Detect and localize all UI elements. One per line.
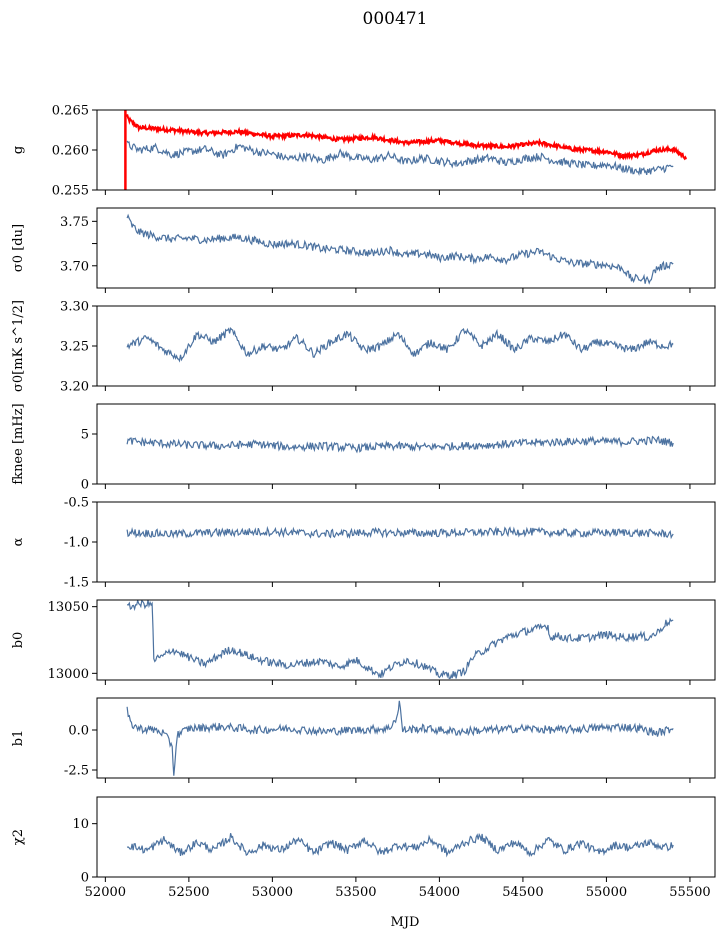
series-line-5-1 <box>126 525 674 540</box>
x-tick-label: 52000 <box>85 885 126 900</box>
axes-frame-6 <box>96 599 716 681</box>
y-tick-label: 3.30 <box>60 300 89 315</box>
y-tick-label: 13000 <box>48 667 89 682</box>
series-line-3-1 <box>126 327 674 363</box>
y-axis-label-8: χ2 <box>11 829 26 845</box>
x-tick-label: 55500 <box>669 885 710 900</box>
axes-frame-8 <box>96 796 716 878</box>
series-line-6-1 <box>126 600 674 680</box>
series-line-1-1 <box>124 113 687 161</box>
panel-3: 3.20 3.25 3.30 σ0[mK s^1/2] <box>11 300 716 395</box>
y-tick-label: 0.265 <box>52 104 89 119</box>
x-axis-label: MJD <box>391 915 420 930</box>
series-line-2-1 <box>126 213 674 285</box>
panel-7: -2.5 0.0 b1 <box>11 697 716 783</box>
y-tick-label: 0.260 <box>52 144 89 159</box>
series-line-8-1 <box>126 832 674 858</box>
x-tick-label: 53000 <box>252 885 293 900</box>
y-tick-label: 3.75 <box>60 215 89 230</box>
panel-1: 0.255 0.260 0.265 g <box>11 104 716 199</box>
y-tick-label: -2.5 <box>64 764 89 779</box>
y-tick-label: 0 <box>81 478 89 493</box>
y-tick-label: 0.255 <box>52 184 89 199</box>
y-tick-label: 5 <box>81 428 89 443</box>
y-axis-label-5: α <box>11 537 26 546</box>
y-axis-label-6: b0 <box>11 632 26 649</box>
x-tick-label: 52500 <box>168 885 209 900</box>
y-tick-label: 0.0 <box>68 724 89 739</box>
y-axis-label-2: σ0 [du] <box>11 224 26 272</box>
y-tick-label: 3.70 <box>60 259 89 274</box>
panel-2: 3.70 3.75 σ0 [du] <box>11 207 716 293</box>
chart-title: 000471 <box>363 9 428 29</box>
x-tick-label: 54000 <box>419 885 460 900</box>
y-axis-label-4: fknee [mHz] <box>11 403 26 484</box>
y-tick-label: -1.0 <box>64 536 89 551</box>
panel-6: 13000 13050 b0 <box>11 599 716 685</box>
x-tick-label: 55000 <box>586 885 627 900</box>
y-tick-label: 3.25 <box>60 340 89 355</box>
series-line-7-1 <box>126 700 674 776</box>
axes-frame-2 <box>96 207 716 289</box>
y-axis-label-1: g <box>11 146 26 154</box>
y-tick-label: 0 <box>81 871 89 886</box>
panel-8: 0 10 52000 52500 53000 53500 54000 54500 55000 55… <box>11 796 716 900</box>
x-tick-label: 53500 <box>335 885 376 900</box>
panel-5: -1.5 -1.0 -0.5 α <box>11 496 716 591</box>
y-tick-label: -0.5 <box>64 496 89 511</box>
axes-frame-5 <box>96 501 716 583</box>
axes-frame-4 <box>96 403 716 485</box>
y-axis-label-7: b1 <box>11 730 26 747</box>
series-line-4-1 <box>126 435 674 454</box>
y-tick-label: 13050 <box>48 600 89 615</box>
series-line-1-2 <box>126 140 674 176</box>
axes-frame-7 <box>96 697 716 779</box>
y-tick-label: 3.20 <box>60 380 89 395</box>
y-tick-label: 10 <box>72 817 89 832</box>
y-tick-label: -1.5 <box>64 576 89 591</box>
y-axis-label-3: σ0[mK s^1/2] <box>11 300 26 392</box>
x-tick-label: 54500 <box>502 885 543 900</box>
panel-4: 0 5 fknee [mHz] <box>11 403 716 493</box>
